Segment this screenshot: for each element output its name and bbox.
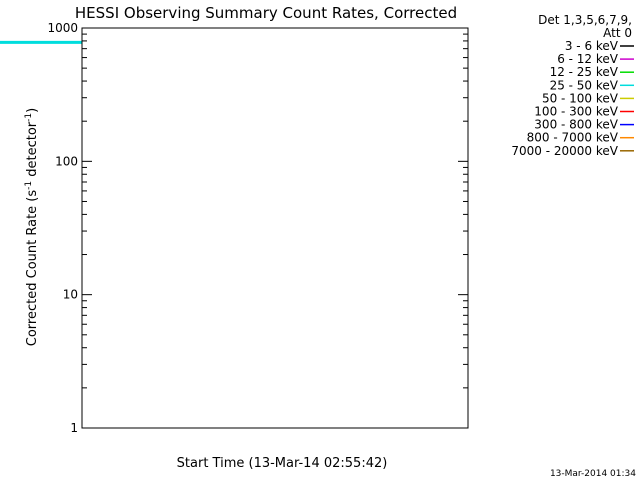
y-tick-label: 100: [55, 154, 78, 168]
legend-header-1: Det 1,3,5,6,7,9,: [538, 13, 632, 27]
y-axis-label: Corrected Count Rate (s-1 detector-1): [24, 108, 40, 346]
footer-timestamp: 13-Mar-2014 01:34: [550, 469, 636, 479]
y-axis-label-mid: detector: [25, 121, 40, 181]
legend-header-2: Att 0: [603, 26, 632, 40]
plot-frame: [81, 27, 469, 429]
legend-entry-label: 12 - 25 keV: [550, 65, 619, 79]
y-axis-label-end: ): [25, 108, 40, 113]
legend-entry-label: 25 - 50 keV: [550, 78, 619, 92]
legend-entry-label: 300 - 800 keV: [534, 118, 618, 132]
y-tick-label: 10: [63, 288, 78, 302]
legend-entry-label: 3 - 6 keV: [565, 39, 619, 53]
axis-layer: 03:0003:1503:3003:4504:0004:1504:3011010…: [47, 21, 468, 435]
y-axis-label-sup2: -1: [24, 113, 34, 122]
legend-entry-label: 6 - 12 keV: [557, 52, 619, 66]
y-tick-label: 1: [70, 421, 78, 435]
legend-entry-label: 100 - 300 keV: [534, 105, 618, 119]
legend-entry-label: 800 - 7000 keV: [527, 131, 619, 145]
chart-title: HESSI Observing Summary Count Rates, Cor…: [75, 4, 457, 22]
legend-entry-label: 50 - 100 keV: [542, 91, 619, 105]
y-axis-label-sup1: -1: [24, 181, 34, 190]
y-axis-label-main: Corrected Count Rate (s: [25, 190, 40, 347]
y-tick-label: 1000: [47, 21, 78, 35]
x-axis-label: Start Time (13-Mar-14 02:55:42): [177, 456, 388, 471]
legend-entry-label: 7000 - 20000 keV: [511, 144, 618, 158]
